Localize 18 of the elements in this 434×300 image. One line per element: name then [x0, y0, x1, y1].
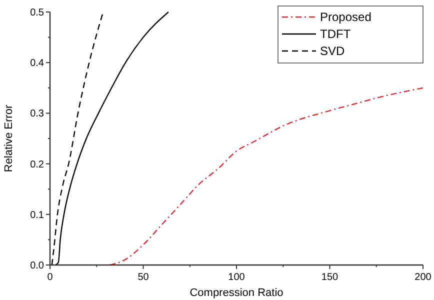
- legend-label: SVD: [320, 44, 346, 58]
- line-series: [109, 87, 424, 266]
- y-axis-title: Relative Error: [3, 104, 15, 172]
- x-tick-label: 0: [47, 272, 54, 283]
- y-tick-label: 0.4: [30, 58, 44, 70]
- y-tick-label: 0.1: [30, 210, 44, 221]
- y-tick-label: 0.2: [30, 159, 44, 170]
- x-axis-title: Compression Ratio: [190, 287, 284, 299]
- x-tick-label: 50: [138, 272, 150, 283]
- legend-label: TDFT: [320, 27, 352, 42]
- y-tick-label: 0.3: [30, 108, 44, 120]
- x-tick-label: 150: [321, 272, 339, 283]
- x-tick-label: 100: [228, 272, 246, 283]
- y-tick-label: 0.5: [30, 8, 44, 18]
- x-tick-label: 200: [414, 272, 432, 283]
- line-series: [54, 11, 170, 266]
- y-tick-label: 0.0: [30, 260, 44, 272]
- legend-label: Proposed: [320, 10, 372, 24]
